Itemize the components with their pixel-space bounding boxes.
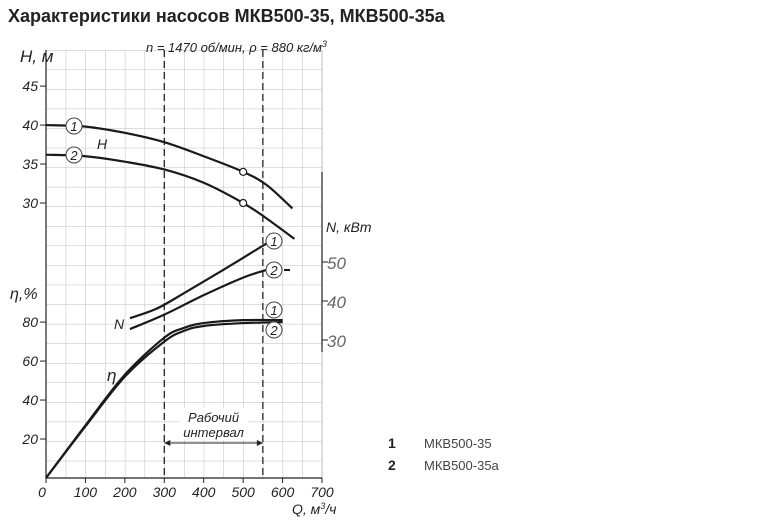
chart-title: Характеристики насосов МКВ500-35, МКВ500… [8,6,446,26]
x-axis-label: Q, м3/ч [292,501,336,517]
x-tick-label: 500 [231,484,255,500]
curve-n [129,268,268,331]
curve-marker [239,198,248,208]
series-label-circle [265,321,283,339]
subtitle: n = 1470 об/мин, ρ = 880 кг/м3 [146,39,327,55]
series-label-circle [265,301,283,319]
curve-marker [239,167,248,176]
interval-label: Рабочий [188,410,239,425]
curve-label: N [114,316,125,332]
x-tick-label: 200 [112,484,137,500]
y-tick-label: 20 [21,431,38,447]
interval-label: интервал [183,425,244,440]
n-tick-label: 50 [327,254,346,273]
y-tick-label: 35 [22,156,38,172]
y-tick-label: 30 [22,195,38,211]
n-tick-label: 40 [327,293,346,312]
series-label-circle [65,117,83,135]
x-tick-label: 100 [74,484,98,500]
series-label-circle [65,146,83,164]
series-label: 1 [70,119,77,134]
y-tick-label: 80 [22,314,38,330]
x-tick-label: 400 [192,484,216,500]
series-label: 2 [269,263,278,278]
x-tick-label: 0 [38,484,46,500]
legend-key: 2 [388,457,396,473]
curve-h [45,123,294,210]
interval-label-bg [179,408,248,440]
curve-label: H [97,136,108,152]
curve-label: η [107,366,116,385]
y-tick-label: 60 [22,353,38,369]
series-label: 1 [270,303,277,318]
legend-key: 1 [388,435,396,451]
series-label: 2 [269,323,278,338]
x-tick-label: 600 [271,484,295,500]
series-label: 2 [69,148,78,163]
legend-name: МКВ500-35 [424,436,492,451]
curve-eta [45,320,283,479]
y-tick-label: 40 [22,392,38,408]
curve-n [129,242,268,320]
series-label: 1 [270,234,277,249]
series-label-circle [265,261,283,279]
y-tick-label: 40 [22,117,38,133]
h-axis-label: H, м [20,47,54,66]
curve-h [45,153,296,240]
x-tick-label: 300 [153,484,177,500]
series-label-circle [265,232,283,250]
x-tick-label: 700 [310,484,334,500]
n-tick-label: 30 [327,332,346,351]
y-tick-label: 45 [22,78,38,94]
n-axis-label: N, кВт [326,219,372,235]
legend-name: МКВ500-35а [424,458,500,473]
eta-axis-label: η,% [10,286,38,303]
